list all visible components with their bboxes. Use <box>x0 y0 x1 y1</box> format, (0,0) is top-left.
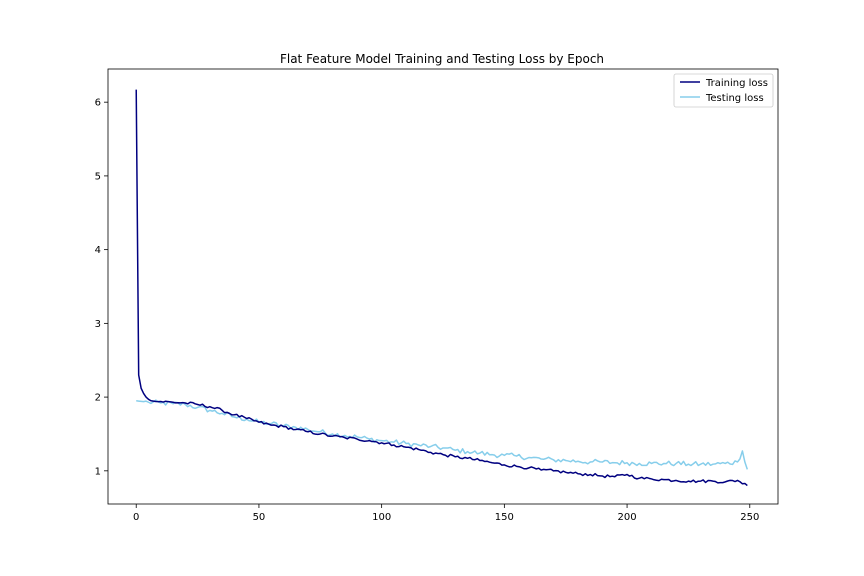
y-axis-ticks: 1 2 3 4 5 6 <box>95 98 108 477</box>
x-tick-label: 0 <box>133 512 139 523</box>
plot-lines <box>135 89 749 487</box>
x-axis-ticks: 0 50 100 150 200 250 <box>133 504 759 523</box>
y-tick-label: 3 <box>95 319 101 330</box>
x-tick-label: 250 <box>740 512 759 523</box>
y-tick-label: 4 <box>95 245 101 256</box>
y-tick-label: 2 <box>95 393 101 404</box>
series-line-training-loss <box>135 89 748 487</box>
legend: Training loss Testing loss <box>673 73 774 108</box>
chart-title: Flat Feature Model Training and Testing … <box>280 52 604 66</box>
y-tick-label: 1 <box>95 466 101 477</box>
axes-frame <box>107 68 779 505</box>
x-tick-label: 50 <box>253 512 266 523</box>
x-tick-label: 150 <box>495 512 514 523</box>
x-tick-label: 200 <box>618 512 637 523</box>
legend-label-training: Training loss <box>705 78 768 89</box>
x-tick-label: 100 <box>372 512 391 523</box>
legend-label-testing: Testing loss <box>705 93 764 104</box>
y-tick-label: 5 <box>95 171 101 182</box>
y-tick-label: 6 <box>95 98 101 109</box>
series-line-testing-loss <box>136 399 749 470</box>
